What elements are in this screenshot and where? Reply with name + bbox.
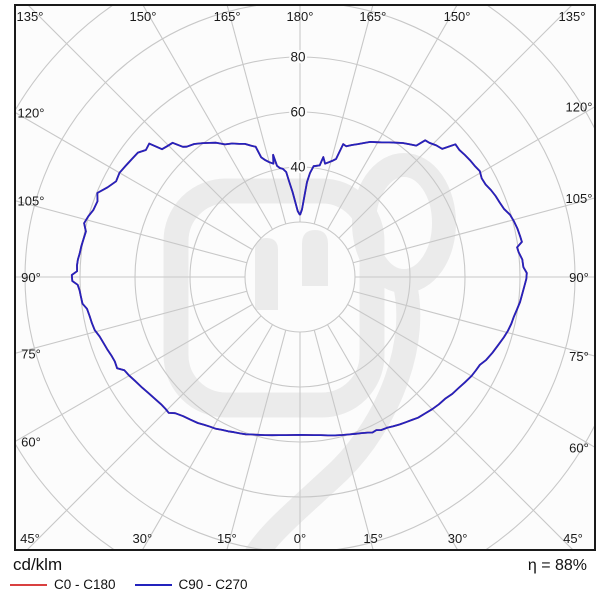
angle-label: 90° (569, 270, 589, 285)
angle-label: 150° (444, 9, 471, 24)
angle-label: 165° (359, 9, 386, 24)
curve-c90-c270 (70, 139, 528, 437)
watermark-pin-left (255, 238, 278, 310)
watermark-cable (245, 277, 421, 549)
intensity-curves (70, 139, 528, 437)
legend-item-c90-c270: C90 - C270 (134, 577, 248, 592)
grid-spoke (16, 304, 253, 442)
angle-label: 75° (21, 346, 41, 361)
angle-label: 60° (21, 435, 41, 450)
grid-spoke (313, 6, 374, 225)
legend-label-c90-c270: C90 - C270 (178, 577, 248, 592)
grid-spoke (338, 315, 573, 549)
ring-value-label: 40 (290, 160, 305, 175)
angle-label: 15° (217, 531, 237, 546)
angle-label: 135° (559, 9, 586, 24)
angle-label: 105° (18, 194, 45, 209)
grid-spoke (142, 324, 273, 549)
angle-label: 180° (287, 9, 314, 24)
ring-value-label: 80 (290, 50, 305, 65)
legend-label-c0-c180: C0 - C180 (54, 577, 116, 592)
grid-spoke (16, 290, 248, 354)
grid-spoke (313, 329, 374, 549)
grid-spoke (28, 6, 262, 239)
grid-spoke (347, 106, 594, 250)
chart-footer: cd/klm C0 - C180 C90 - C270 η = 88% (0, 553, 600, 600)
grid-spoke (27, 315, 262, 549)
angle-label: 45° (563, 531, 583, 546)
watermark-logo (163, 153, 456, 549)
grid-spoke (16, 112, 253, 250)
grid-spoke (327, 6, 458, 230)
legend-line-red (10, 583, 47, 586)
angle-label: 105° (566, 191, 593, 206)
polar-chart: 40 60 80 0° 15° 15° 30° 30° 45° 45° 60° 60° 75° 75° 90… (14, 4, 596, 551)
grid-spoke (352, 197, 594, 264)
ring-value-label: 60 (290, 105, 305, 120)
unit-label: cd/klm (13, 555, 63, 574)
grid-spoke (16, 200, 248, 264)
angle-label: 135° (17, 9, 44, 24)
angle-label: 0° (294, 531, 306, 546)
grid-spoke (352, 290, 594, 357)
axis-labels: 40 60 80 0° 15° 15° 30° 30° 45° 45° 60° 60° 75° 75° 90… (17, 9, 593, 546)
angle-label: 120° (566, 100, 593, 115)
legend-item-c0-c180: C0 - C180 (10, 577, 116, 592)
efficiency-label: η = 88% (527, 557, 587, 574)
angle-label: 15° (363, 531, 383, 546)
watermark-pin-right (302, 230, 328, 286)
angle-label: 60° (569, 440, 589, 455)
angle-label: 120° (18, 105, 45, 120)
angle-label: 75° (569, 349, 589, 364)
grid-spoke (338, 6, 572, 239)
angle-label: 30° (133, 531, 153, 546)
plot-border (14, 4, 596, 551)
grid-spoke (142, 6, 273, 230)
grid-spoke (327, 324, 458, 549)
grid-spoke (347, 304, 594, 448)
angle-label: 30° (448, 531, 468, 546)
angle-label: 165° (214, 9, 241, 24)
legend: C0 - C180 C90 - C270 (10, 577, 248, 592)
polar-grid (16, 6, 594, 549)
angle-label: 45° (20, 531, 40, 546)
angle-label: 150° (130, 9, 157, 24)
legend-line-blue (134, 583, 172, 586)
angle-label: 90° (21, 270, 41, 285)
watermark-square (163, 178, 385, 418)
grid-spoke (226, 6, 287, 225)
grid-spoke (226, 329, 287, 549)
